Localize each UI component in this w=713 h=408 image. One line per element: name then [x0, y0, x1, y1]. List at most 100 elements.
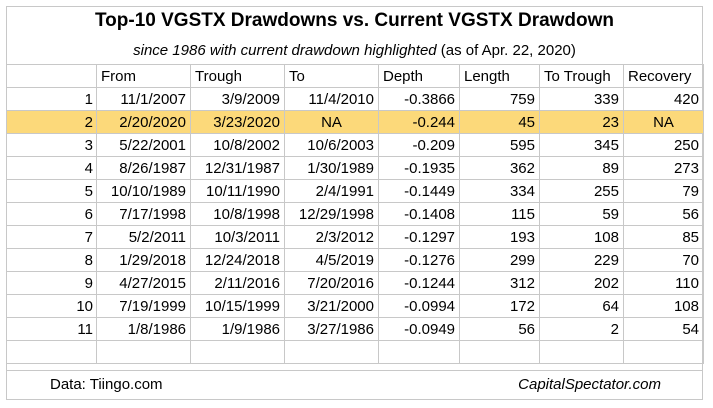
cell-trough: 10/3/2011	[190, 225, 285, 249]
cell-trough: 10/8/2002	[190, 133, 285, 157]
cell-to: 2/3/2012	[284, 225, 379, 249]
cell-recovery: 250	[623, 133, 704, 157]
cell-length: 45	[459, 110, 540, 134]
cell-to-trough: 229	[539, 248, 624, 272]
cell-to-trough: 345	[539, 133, 624, 157]
cell-recovery: 110	[623, 271, 704, 295]
cell-trough: 12/24/2018	[190, 248, 285, 272]
cell-recovery: 85	[623, 225, 704, 249]
cell-index: 11	[6, 317, 97, 341]
cell-depth: -0.244	[378, 110, 460, 134]
cell-index: 9	[6, 271, 97, 295]
drawdown-table: From Trough To Depth Length To Trough Recovery…	[6, 64, 704, 364]
cell-depth: -0.1244	[378, 271, 460, 295]
cell-to: 7/20/2016	[284, 271, 379, 295]
cell-from: 1/29/2018	[96, 248, 191, 272]
cell-trough: 10/11/1990	[190, 179, 285, 203]
cell-trough: 10/8/1998	[190, 202, 285, 226]
cell-trough: 1/9/1986	[190, 317, 285, 341]
column-header-trough: Trough	[190, 64, 285, 88]
cell-to: 2/4/1991	[284, 179, 379, 203]
cell-to: 10/6/2003	[284, 133, 379, 157]
table-row: 5 10/10/1989 10/11/1990 2/4/1991 -0.1449 334 2…	[6, 179, 704, 203]
cell-to: 12/29/1998	[284, 202, 379, 226]
cell-trough: 3/9/2009	[190, 87, 285, 111]
cell-depth: -0.0949	[378, 317, 460, 341]
cell-index: 5	[6, 179, 97, 203]
cell-to-trough: 255	[539, 179, 624, 203]
data-source: Data: Tiingo.com	[50, 376, 163, 393]
cell-from: 4/27/2015	[96, 271, 191, 295]
cell-recovery: 54	[623, 317, 704, 341]
table-subtitle: since 1986 with current drawdown highlig…	[6, 42, 703, 59]
cell-recovery: 273	[623, 156, 704, 180]
cell-trough: 3/23/2020	[190, 110, 285, 134]
header-row: From Trough To Depth Length To Trough Recovery	[6, 64, 704, 88]
table-row: 11 1/8/1986 1/9/1986 3/27/1986 -0.0949 56 2 54	[6, 317, 704, 341]
cell-to: NA	[284, 110, 379, 134]
cell-depth: -0.209	[378, 133, 460, 157]
cell-to-trough: 23	[539, 110, 624, 134]
cell-to: 11/4/2010	[284, 87, 379, 111]
cell-index: 1	[6, 87, 97, 111]
cell-recovery: 70	[623, 248, 704, 272]
table-row: 3 5/22/2001 10/8/2002 10/6/2003 -0.209 595 345…	[6, 133, 704, 157]
cell-trough: 10/15/1999	[190, 294, 285, 318]
cell-index: 7	[6, 225, 97, 249]
cell-index: 3	[6, 133, 97, 157]
cell-to: 3/21/2000	[284, 294, 379, 318]
cell-from: 8/26/1987	[96, 156, 191, 180]
cell-depth: -0.0994	[378, 294, 460, 318]
cell-depth: -0.1408	[378, 202, 460, 226]
cell-index: 6	[6, 202, 97, 226]
cell-length: 595	[459, 133, 540, 157]
cell-trough: 2/11/2016	[190, 271, 285, 295]
column-header-recovery: Recovery	[623, 64, 704, 88]
cell-index: 4	[6, 156, 97, 180]
cell-to-trough: 339	[539, 87, 624, 111]
subtitle-date: (as of Apr. 22, 2020)	[440, 42, 576, 59]
column-header-length: Length	[459, 64, 540, 88]
footer-divider	[6, 370, 703, 371]
cell-to-trough: 64	[539, 294, 624, 318]
cell-length: 759	[459, 87, 540, 111]
cell-from: 11/1/2007	[96, 87, 191, 111]
cell-from: 10/10/1989	[96, 179, 191, 203]
cell-to-trough: 202	[539, 271, 624, 295]
cell-to-trough: 108	[539, 225, 624, 249]
cell-to-trough: 59	[539, 202, 624, 226]
drawdown-table-figure: Top-10 VGSTX Drawdowns vs. Current VGSTX…	[6, 6, 704, 400]
column-header-index	[6, 64, 97, 88]
cell-from: 5/2/2011	[96, 225, 191, 249]
cell-recovery: 56	[623, 202, 704, 226]
column-header-to: To	[284, 64, 379, 88]
cell-depth: -0.3866	[378, 87, 460, 111]
cell-index: 10	[6, 294, 97, 318]
blank-row	[6, 340, 704, 364]
cell-recovery: 79	[623, 179, 704, 203]
table-row: 9 4/27/2015 2/11/2016 7/20/2016 -0.1244 312 20…	[6, 271, 704, 295]
table-row: 8 1/29/2018 12/24/2018 4/5/2019 -0.1276 299 22…	[6, 248, 704, 272]
cell-length: 172	[459, 294, 540, 318]
cell-to-trough: 89	[539, 156, 624, 180]
cell-to: 3/27/1986	[284, 317, 379, 341]
cell-length: 362	[459, 156, 540, 180]
table-row: 2 2/20/2020 3/23/2020 NA -0.244 45 23 NA	[6, 110, 704, 134]
column-header-from: From	[96, 64, 191, 88]
cell-from: 5/22/2001	[96, 133, 191, 157]
subtitle-italic: since 1986 with current drawdown highlig…	[133, 42, 437, 59]
cell-from: 7/17/1998	[96, 202, 191, 226]
cell-length: 115	[459, 202, 540, 226]
cell-to: 1/30/1989	[284, 156, 379, 180]
cell-length: 193	[459, 225, 540, 249]
cell-from: 1/8/1986	[96, 317, 191, 341]
table-row: 4 8/26/1987 12/31/1987 1/30/1989 -0.1935 362 8…	[6, 156, 704, 180]
cell-index: 8	[6, 248, 97, 272]
cell-depth: -0.1297	[378, 225, 460, 249]
cell-depth: -0.1449	[378, 179, 460, 203]
table-row: 1 11/1/2007 3/9/2009 11/4/2010 -0.3866 759 339…	[6, 87, 704, 111]
column-header-depth: Depth	[378, 64, 460, 88]
cell-length: 56	[459, 317, 540, 341]
cell-to: 4/5/2019	[284, 248, 379, 272]
table-title: Top-10 VGSTX Drawdowns vs. Current VGSTX…	[94, 10, 615, 31]
